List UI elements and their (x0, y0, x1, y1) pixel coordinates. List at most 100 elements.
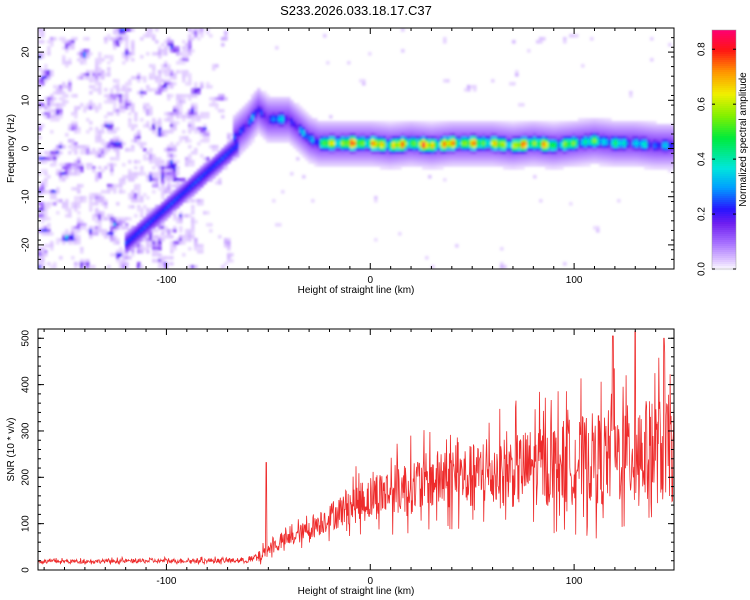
spectrogram-cell (413, 160, 417, 164)
spectrogram-cell (179, 61, 183, 65)
spectrogram-cell (392, 160, 396, 164)
spectrogram-cell (152, 76, 156, 80)
spectrogram-cell (38, 28, 42, 32)
spectrogram-cell (530, 127, 534, 131)
spectrogram-cell (89, 229, 93, 233)
spectrogram-cell (374, 160, 378, 164)
spectrogram-cell (80, 220, 84, 224)
spectrogram-cell (362, 136, 366, 140)
spectrogram-cell (200, 154, 204, 158)
spectrogram-cell (455, 145, 459, 149)
spectrogram-cell (47, 223, 51, 227)
spectrogram-cell (338, 148, 342, 152)
spectrogram-cell (401, 127, 405, 131)
spectrogram-cell (464, 133, 468, 137)
spectrogram-cell (389, 145, 393, 149)
spectrogram-cell (539, 124, 543, 128)
spectrogram-cell (380, 136, 384, 140)
spectrogram-cell (251, 109, 255, 113)
spectrogram-cell (206, 82, 210, 86)
spectrogram-cell (161, 130, 165, 134)
spectrogram-cell (278, 109, 282, 113)
spectrogram-cell (317, 148, 321, 152)
spectrogram-cell (302, 121, 306, 125)
spectrogram-cell (116, 145, 120, 149)
spectrogram-cell (158, 256, 162, 260)
spectrogram-cell (587, 127, 591, 131)
spectrogram-cell (452, 127, 456, 131)
spectrogram-cell (650, 121, 654, 125)
spectrogram-cell (77, 202, 81, 206)
spectrogram-cell (50, 202, 54, 206)
spectrogram-cell (95, 154, 99, 158)
spectrogram-cell (50, 163, 54, 167)
spectrogram-cell (86, 130, 90, 134)
spectrogram-cell (314, 154, 318, 158)
spectrogram-cell (428, 160, 432, 164)
spectrogram-cell (257, 112, 261, 116)
spectrogram-cell (521, 148, 525, 152)
spectrogram-cell (584, 124, 588, 128)
spectrogram-cell (653, 130, 657, 134)
spectrogram-cell (176, 166, 180, 170)
spectrogram-cell (116, 241, 120, 245)
spectrogram-cell (167, 73, 171, 77)
spectrogram-cell (122, 178, 126, 182)
spectrogram-cell (164, 211, 168, 215)
spectrogram-cell (179, 178, 183, 182)
spectrogram-cell (617, 163, 621, 167)
spectrogram-cell (50, 40, 54, 44)
spectrogram-cell (611, 157, 615, 161)
spectrogram-cell (593, 226, 597, 230)
spectrogram-cell (476, 133, 480, 137)
spectrogram-cell (236, 154, 240, 158)
spectrogram-cell (182, 193, 186, 197)
spectrogram-cell (56, 211, 60, 215)
spectrogram-cell (512, 163, 516, 167)
spectrogram-cell (476, 151, 480, 155)
spectrogram-cell (452, 124, 456, 128)
spectrogram-cell (251, 127, 255, 131)
spectrogram-cell (89, 151, 93, 155)
spectrogram-cell (617, 136, 621, 140)
spectrogram-cell (656, 130, 660, 134)
spectrogram-cell (38, 187, 42, 191)
spectrogram-cell (116, 31, 120, 35)
spectrogram-cell (161, 211, 165, 215)
spectrogram-cell (353, 157, 357, 161)
spectrogram-cell (131, 250, 135, 254)
spectrogram-cell (254, 97, 258, 101)
spectrogram-cell (476, 157, 480, 161)
spectrogram-cell (662, 148, 666, 152)
spectrogram-cell (269, 139, 273, 143)
spectrogram-cell (482, 163, 486, 167)
spectrogram-cell (281, 115, 285, 119)
spectrogram-cell (137, 208, 141, 212)
spectrogram-cell (575, 151, 579, 155)
spectrogram-cell (203, 163, 207, 167)
spectrogram-cell (668, 130, 672, 134)
spectrogram-cell (170, 70, 174, 74)
colorbar-strip (712, 256, 736, 259)
spectrogram-cell (179, 94, 183, 98)
spectrogram-cell (284, 139, 288, 143)
spectrogram-cell (263, 100, 267, 104)
spectrogram-cell (524, 136, 528, 140)
spectrogram-cell (491, 133, 495, 137)
spectrogram-cell (383, 160, 387, 164)
colorbar-strip (712, 206, 736, 209)
spectrogram-cell (437, 148, 441, 152)
spectrogram-cell (86, 229, 90, 233)
spectrogram-cell (386, 121, 390, 125)
colorbar-strip (712, 164, 736, 167)
spectrogram-cell (368, 121, 372, 125)
spectrogram-cell (401, 160, 405, 164)
spectrogram-cell (314, 133, 318, 137)
spectrogram-cell (116, 91, 120, 95)
spectrogram-cell (134, 232, 138, 236)
spectrogram-cell (419, 130, 423, 134)
spectrogram-cell (44, 178, 48, 182)
spectrogram-cell (59, 199, 63, 203)
spectrogram-cell (662, 136, 666, 140)
spectrogram-cell (269, 130, 273, 134)
